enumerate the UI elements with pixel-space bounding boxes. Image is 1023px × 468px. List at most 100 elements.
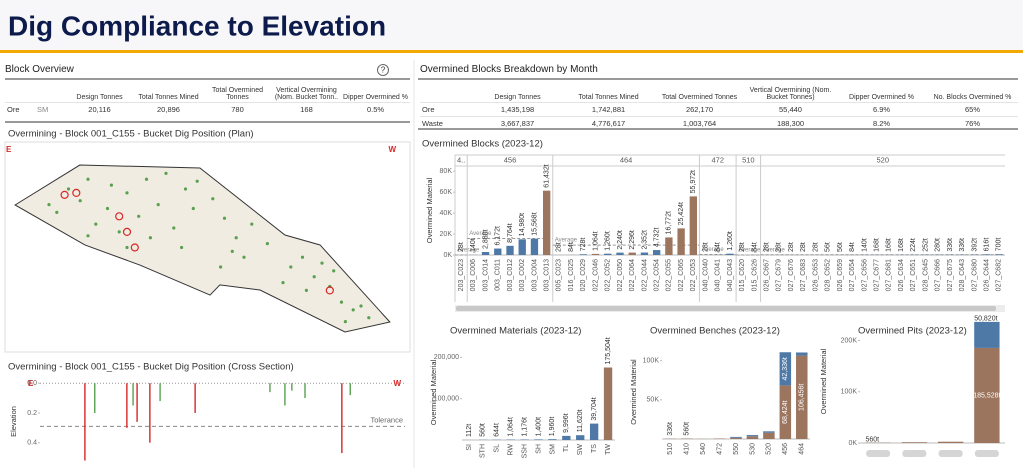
row-label: Waste — [420, 116, 472, 130]
table-row: Ore 1,435,198 1,742,881 262,170 55,440 6.9% 65… — [420, 102, 1018, 117]
value-label: 42,336t — [782, 357, 789, 380]
chart-title: Overmined Materials (2023-12) — [450, 326, 581, 337]
cell: 188,300 — [745, 116, 836, 130]
bar — [640, 252, 649, 255]
y-tick-label: 80K — [440, 168, 453, 175]
value-label: 68,424t — [782, 400, 789, 423]
column-header: Dipper Overmined % — [343, 94, 408, 101]
dig-point — [304, 288, 308, 292]
dig-point — [339, 300, 344, 304]
cell: 6.9% — [836, 102, 927, 117]
bar — [603, 367, 613, 440]
column-header: Dipper Overmined % — [849, 94, 914, 101]
bar — [604, 253, 612, 255]
bar-segment — [763, 431, 775, 433]
x-tick-label: 020_C029 — [580, 259, 587, 291]
x-tick-label: 022_C065 — [678, 259, 685, 291]
x-tick-label: 540 — [700, 443, 707, 455]
header-band — [0, 0, 1023, 50]
value-label: 336t — [959, 238, 966, 252]
dig-point — [242, 255, 246, 259]
value-label: 700t — [996, 238, 1003, 252]
table-row: Ore SM 20,116 20,896 780 168 0.5% — [5, 102, 410, 116]
x-tick-label: SM — [549, 444, 556, 455]
value-label: 50,820t — [974, 316, 997, 323]
value-label: 28t — [764, 242, 771, 252]
plot-frame — [4, 141, 411, 353]
dig-point — [219, 265, 223, 269]
x-tick-label: 026_C634 — [898, 259, 905, 291]
x-tick-label: 022_C046 — [592, 259, 599, 291]
chart-title: Overmining - Block 001_C155 - Bucket Dig… — [8, 362, 294, 373]
corner-label: E — [28, 379, 34, 388]
value-label: 84t — [568, 242, 575, 252]
x-tick-label: 003_C014 — [482, 259, 489, 291]
x-tick-label: SI — [466, 444, 473, 451]
cell: 55,440 — [745, 102, 836, 117]
bar — [628, 252, 636, 255]
corner-label: W — [393, 379, 401, 388]
redacted-label — [902, 450, 927, 457]
y-axis-label: Overmined Material — [429, 359, 438, 425]
x-tick-label: 026_C659 — [837, 259, 844, 291]
x-tick-label: 015_C620 — [739, 259, 746, 291]
x-tick-label: TS — [591, 444, 598, 453]
y-tick-label: 0.2 — [27, 410, 37, 417]
x-tick-label: SL — [494, 444, 501, 453]
corner-cell — [5, 82, 35, 103]
bar-segment — [730, 437, 742, 439]
redacted-label — [866, 450, 891, 457]
row-label: SM — [35, 102, 65, 116]
value-label: 560t — [480, 423, 487, 437]
value-label: 2,296t — [629, 230, 636, 250]
value-label: 15,568t — [531, 212, 538, 235]
value-label: 84t — [751, 242, 758, 252]
dig-point — [86, 177, 90, 181]
bar — [543, 190, 551, 255]
overmined-point — [122, 227, 132, 236]
value-label: 168t — [886, 238, 893, 252]
value-label: 1,176t — [521, 417, 528, 437]
help-label[interactable]: ? — [381, 66, 386, 75]
x-tick-label: 022_C044 — [641, 259, 648, 291]
header-row: Design Tonnes Total Tonnes Mined Total Ove… — [5, 82, 410, 103]
help-icon[interactable] — [377, 64, 389, 76]
dig-point — [94, 222, 98, 226]
x-tick-label: 464 — [799, 443, 806, 455]
x-tick-label: 027_C682 — [996, 259, 1003, 291]
x-tick-label: 027_C656 — [861, 259, 868, 291]
x-tick-label: SW — [577, 444, 584, 456]
group-label: 510 — [742, 155, 755, 164]
value-label: 28t — [739, 242, 746, 252]
cell: 4,776,617 — [563, 116, 654, 130]
value-label: 11,620t — [577, 409, 584, 432]
y-tick-label: 0.4 — [27, 440, 37, 447]
x-tick-label: RW — [508, 444, 515, 456]
bar — [530, 238, 539, 255]
bar — [548, 439, 557, 440]
value-label: 1,064t — [508, 417, 515, 437]
value-label: 560t — [684, 422, 691, 436]
dig-point — [47, 203, 51, 207]
value-label: 84t — [849, 242, 856, 252]
y-tick-label: 0K — [848, 440, 857, 447]
y-axis-label: Overmined Material — [629, 359, 638, 425]
scroll-thumb[interactable] — [456, 306, 996, 311]
bar-segment — [779, 352, 792, 386]
x-tick-label: 520 — [766, 443, 773, 455]
value-label: 1,400t — [535, 417, 542, 437]
x-tick-label: 005_C023 — [556, 259, 563, 291]
row-label: Ore — [5, 102, 35, 116]
x-tick-label: 003_C013 — [544, 259, 551, 291]
value-label: 28t — [788, 242, 795, 252]
dig-point — [164, 171, 168, 175]
dig-point — [234, 236, 238, 240]
data-table: Design Tonnes Total Tonnes Mined Total Ove… — [420, 82, 1018, 130]
section-title: Overmined Blocks Breakdown by Month — [420, 64, 598, 75]
cell: 780 — [203, 102, 272, 116]
bar — [665, 237, 673, 255]
dig-point — [211, 197, 215, 201]
value-label: 14,980t — [519, 213, 526, 236]
